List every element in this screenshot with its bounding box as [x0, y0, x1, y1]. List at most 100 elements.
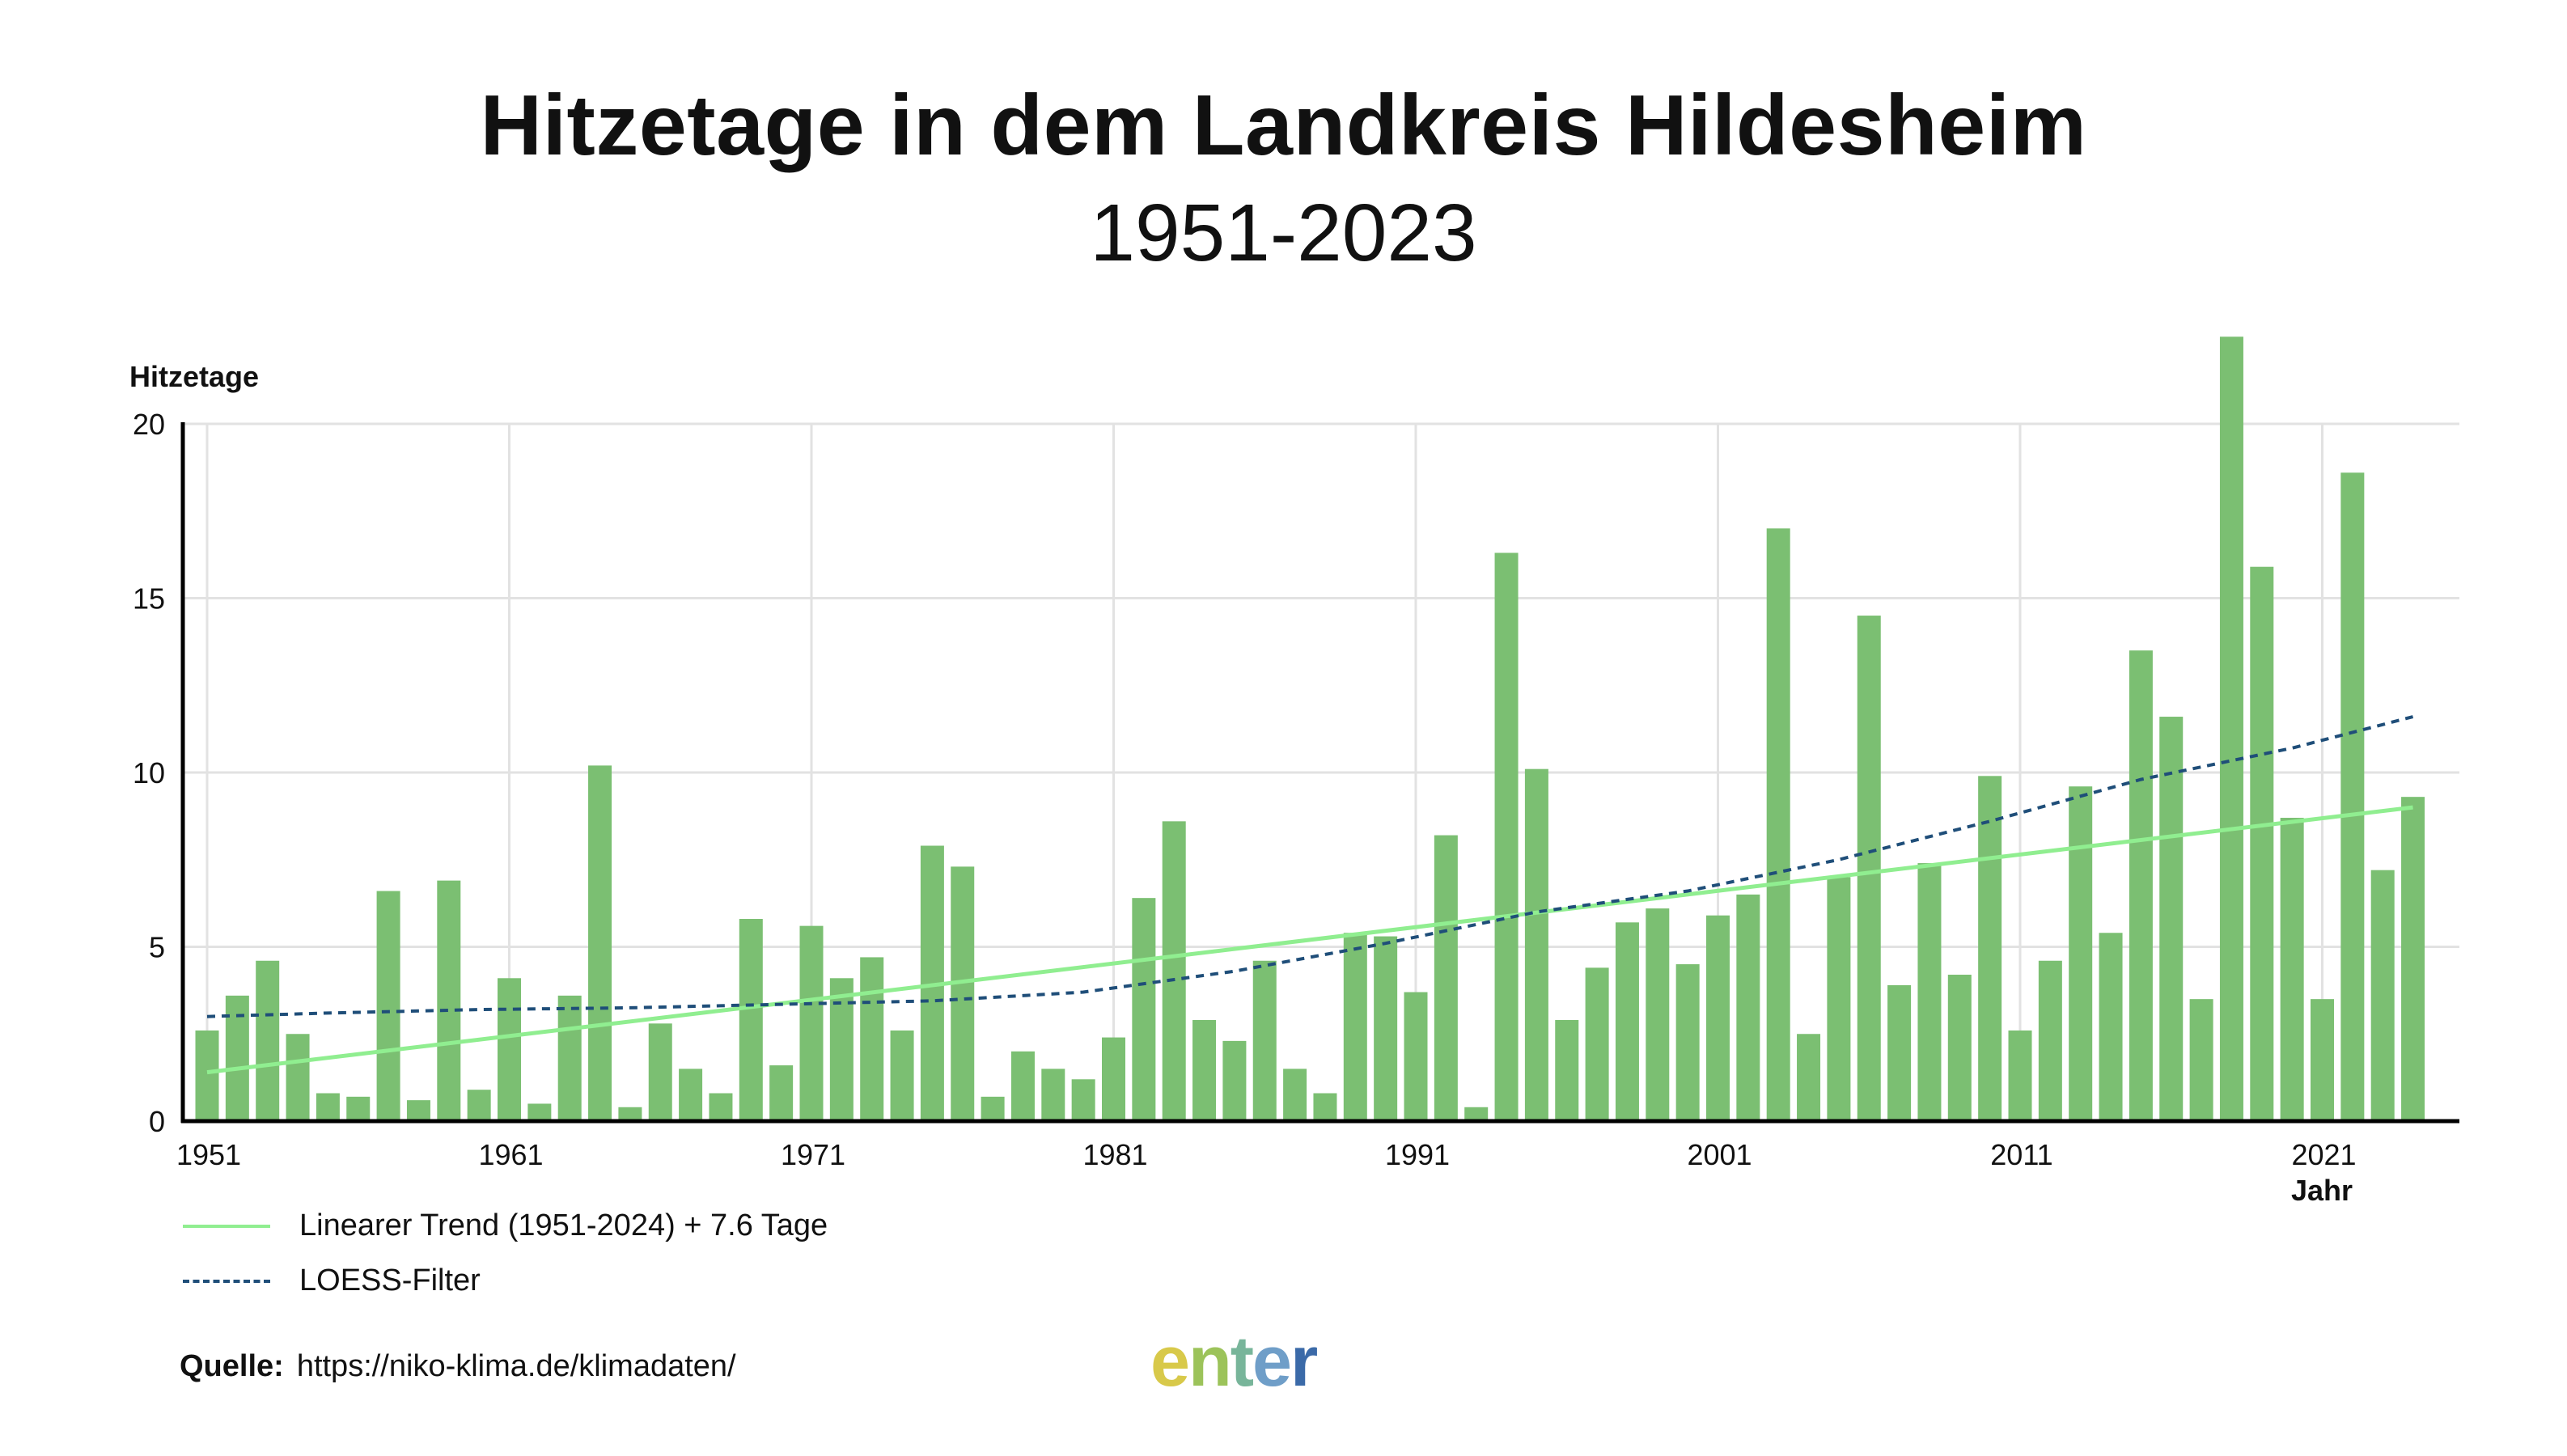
legend-swatch-trend — [183, 1224, 270, 1228]
bar-2014 — [2099, 933, 2123, 1121]
bar-1980 — [1071, 1079, 1095, 1121]
bar-1984 — [1192, 1020, 1217, 1121]
bar-1973 — [860, 957, 884, 1121]
bar-1953 — [256, 960, 280, 1121]
bar-1955 — [316, 1093, 340, 1121]
x-tick-label: 1971 — [781, 1138, 845, 1171]
bar-1954 — [286, 1034, 310, 1121]
bar-2023 — [2370, 870, 2395, 1121]
source-label: Quelle: — [180, 1349, 284, 1383]
bar-1970 — [769, 1065, 794, 1121]
bar-1964 — [588, 765, 612, 1121]
legend-item-trend: Linearer Trend (1951-2024) + 7.6 Tage — [183, 1208, 828, 1243]
bar-1990 — [1374, 936, 1398, 1121]
bar-1977 — [981, 1096, 1005, 1121]
bar-1999 — [1646, 908, 1670, 1121]
bar-1993 — [1464, 1107, 1489, 1121]
bar-1972 — [829, 978, 854, 1121]
bar-2001 — [1706, 915, 1730, 1121]
bar-1957 — [376, 891, 400, 1121]
bar-1951 — [195, 1030, 219, 1121]
x-tick-label: 1991 — [1385, 1138, 1450, 1171]
bar-2020 — [2280, 818, 2304, 1121]
source-line: Quelle: https://niko-klima.de/klimadaten… — [180, 1349, 736, 1384]
bar-2010 — [1978, 776, 2002, 1121]
bar-1985 — [1222, 1040, 1247, 1121]
bar-2006 — [1857, 616, 1881, 1121]
y-tick-label: 5 — [149, 931, 165, 964]
enter-logo: enter — [1150, 1321, 1318, 1401]
bar-1997 — [1585, 967, 1609, 1121]
x-tick-label: 1951 — [176, 1138, 241, 1171]
bar-2017 — [2189, 999, 2213, 1121]
bar-2024 — [2401, 797, 2425, 1121]
x-tick-label: 1981 — [1082, 1138, 1147, 1171]
bar-2019 — [2250, 566, 2274, 1121]
chart-subtitle: 1951-2023 — [1090, 188, 1477, 278]
x-tick-label: 1961 — [478, 1138, 543, 1171]
bar-2009 — [1947, 974, 1972, 1121]
x-tick-label: 2001 — [1687, 1138, 1752, 1171]
bar-1981 — [1102, 1037, 1125, 1121]
bar-1983 — [1162, 821, 1186, 1121]
bar-2005 — [1827, 877, 1851, 1121]
bar-1968 — [709, 1093, 733, 1121]
chart-title: Hitzetage in dem Landkreis Hildesheim — [480, 78, 2087, 173]
bar-2022 — [2340, 472, 2365, 1121]
bar-1991 — [1404, 992, 1428, 1121]
bar-1996 — [1555, 1020, 1579, 1121]
bar-1989 — [1343, 933, 1367, 1121]
bar-1958 — [406, 1100, 430, 1121]
bar-1979 — [1041, 1069, 1065, 1121]
bar-2003 — [1766, 528, 1790, 1121]
bar-2011 — [2008, 1030, 2032, 1121]
bar-1963 — [557, 995, 582, 1121]
bar-1986 — [1252, 960, 1277, 1121]
bar-2013 — [2069, 786, 2093, 1121]
bar-1992 — [1434, 835, 1458, 1121]
bar-1994 — [1494, 552, 1519, 1121]
bar-1956 — [346, 1096, 371, 1121]
bar-2000 — [1675, 964, 1700, 1121]
legend-label-loess: LOESS-Filter — [299, 1263, 481, 1297]
bar-2007 — [1887, 984, 1912, 1121]
y-tick-label: 15 — [133, 582, 165, 616]
bar-1971 — [799, 925, 824, 1121]
y-tick-label: 0 — [149, 1105, 165, 1138]
bar-2012 — [2038, 960, 2062, 1121]
legend-item-loess: LOESS-Filter — [183, 1263, 481, 1298]
source-url: https://niko-klima.de/klimadaten/ — [296, 1349, 736, 1383]
bar-1976 — [951, 866, 975, 1121]
bar-1998 — [1615, 922, 1639, 1121]
bar-1969 — [739, 919, 763, 1121]
x-tick-label: 2021 — [2291, 1138, 2356, 1171]
bar-1988 — [1313, 1093, 1337, 1121]
legend-swatch-loess — [183, 1279, 270, 1283]
bar-1960 — [467, 1090, 491, 1121]
bar-1987 — [1283, 1069, 1307, 1121]
x-axis-title: Jahr — [2291, 1174, 2353, 1207]
bar-1995 — [1524, 768, 1548, 1121]
bar-2021 — [2311, 999, 2334, 1121]
trend-line — [206, 805, 2413, 1075]
bar-1982 — [1132, 898, 1156, 1121]
bar-1966 — [648, 1023, 672, 1121]
bar-2004 — [1797, 1034, 1821, 1121]
bar-1967 — [679, 1069, 703, 1121]
bar-1978 — [1010, 1051, 1035, 1121]
y-axis-title: Hitzetage — [129, 360, 259, 393]
bar-1974 — [890, 1030, 914, 1121]
bar-1962 — [527, 1103, 552, 1121]
bar-2018 — [2219, 336, 2243, 1121]
bar-1959 — [437, 880, 461, 1121]
legend-label-trend: Linearer Trend (1951-2024) + 7.6 Tage — [299, 1208, 828, 1242]
bar-1965 — [618, 1107, 642, 1121]
bar-2002 — [1736, 894, 1760, 1121]
y-tick-label: 10 — [133, 756, 165, 789]
x-tick-label: 2011 — [1990, 1138, 2052, 1171]
bar-1961 — [498, 978, 521, 1121]
bar-2008 — [1917, 863, 1942, 1121]
bar-2015 — [2129, 650, 2153, 1121]
bar-2016 — [2159, 717, 2184, 1121]
